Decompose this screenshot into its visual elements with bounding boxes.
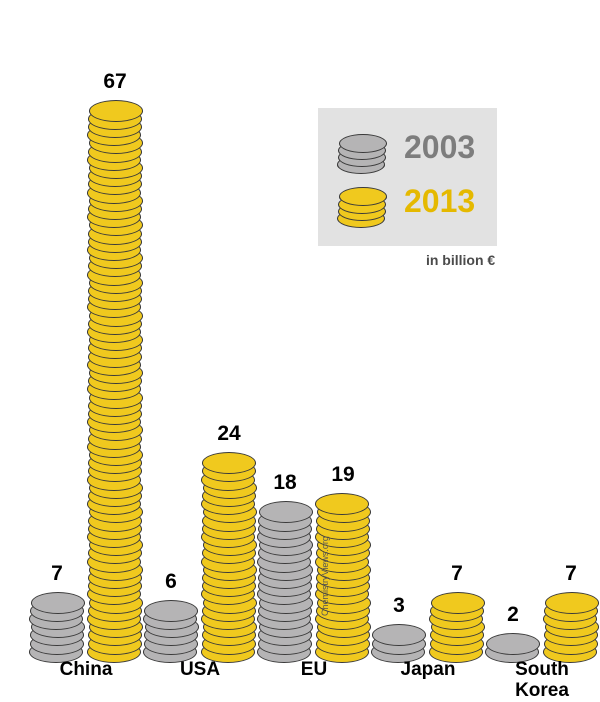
- coin-stack-EU-2003: [258, 490, 312, 660]
- coin-stack-USA-2013: [202, 441, 256, 660]
- value-label-Japan-2003: 3: [372, 594, 426, 618]
- coin-stack-SKorea-2013: [544, 581, 598, 660]
- legend-coin-icon-2013: [338, 178, 386, 226]
- legend-unit-caption: in billion €: [426, 252, 495, 268]
- value-label-China-2003: 7: [30, 562, 84, 586]
- coin-stack-Japan-2003: [372, 613, 426, 660]
- legend-label-2003: 2003: [404, 129, 475, 166]
- legend-row-2013: 2013: [338, 178, 475, 226]
- country-label-Japan: Japan: [373, 660, 483, 681]
- coin-stack-SKorea-2003: [486, 622, 540, 660]
- coin-stack-USA-2003: [144, 589, 198, 660]
- value-label-SKorea-2013: 7: [544, 562, 598, 586]
- country-label-China: China: [31, 660, 141, 681]
- value-label-USA-2013: 24: [202, 422, 256, 446]
- value-label-EU-2003: 18: [258, 471, 312, 495]
- value-label-USA-2003: 6: [144, 570, 198, 594]
- watermark-text: ChemistryViews.org: [320, 536, 330, 616]
- value-label-SKorea-2003: 2: [486, 603, 540, 627]
- legend-coin-icon-2003: [338, 124, 386, 172]
- country-label-SKorea: SouthKorea: [487, 660, 597, 702]
- coin-stack-Japan-2013: [430, 581, 484, 660]
- country-label-USA: USA: [145, 660, 255, 681]
- legend-box: 20032013in billion €: [318, 108, 497, 246]
- value-label-China-2013: 67: [88, 70, 142, 94]
- value-label-Japan-2013: 7: [430, 562, 484, 586]
- legend-row-2003: 2003: [338, 124, 475, 172]
- coin-stack-chart: 767China624USA1819EU37Japan27SouthKorea: [0, 0, 600, 660]
- value-label-EU-2013: 19: [316, 463, 370, 487]
- legend-label-2013: 2013: [404, 183, 475, 220]
- country-label-EU: EU: [259, 660, 369, 681]
- coin-stack-China-2013: [88, 89, 142, 660]
- coin-stack-China-2003: [30, 581, 84, 660]
